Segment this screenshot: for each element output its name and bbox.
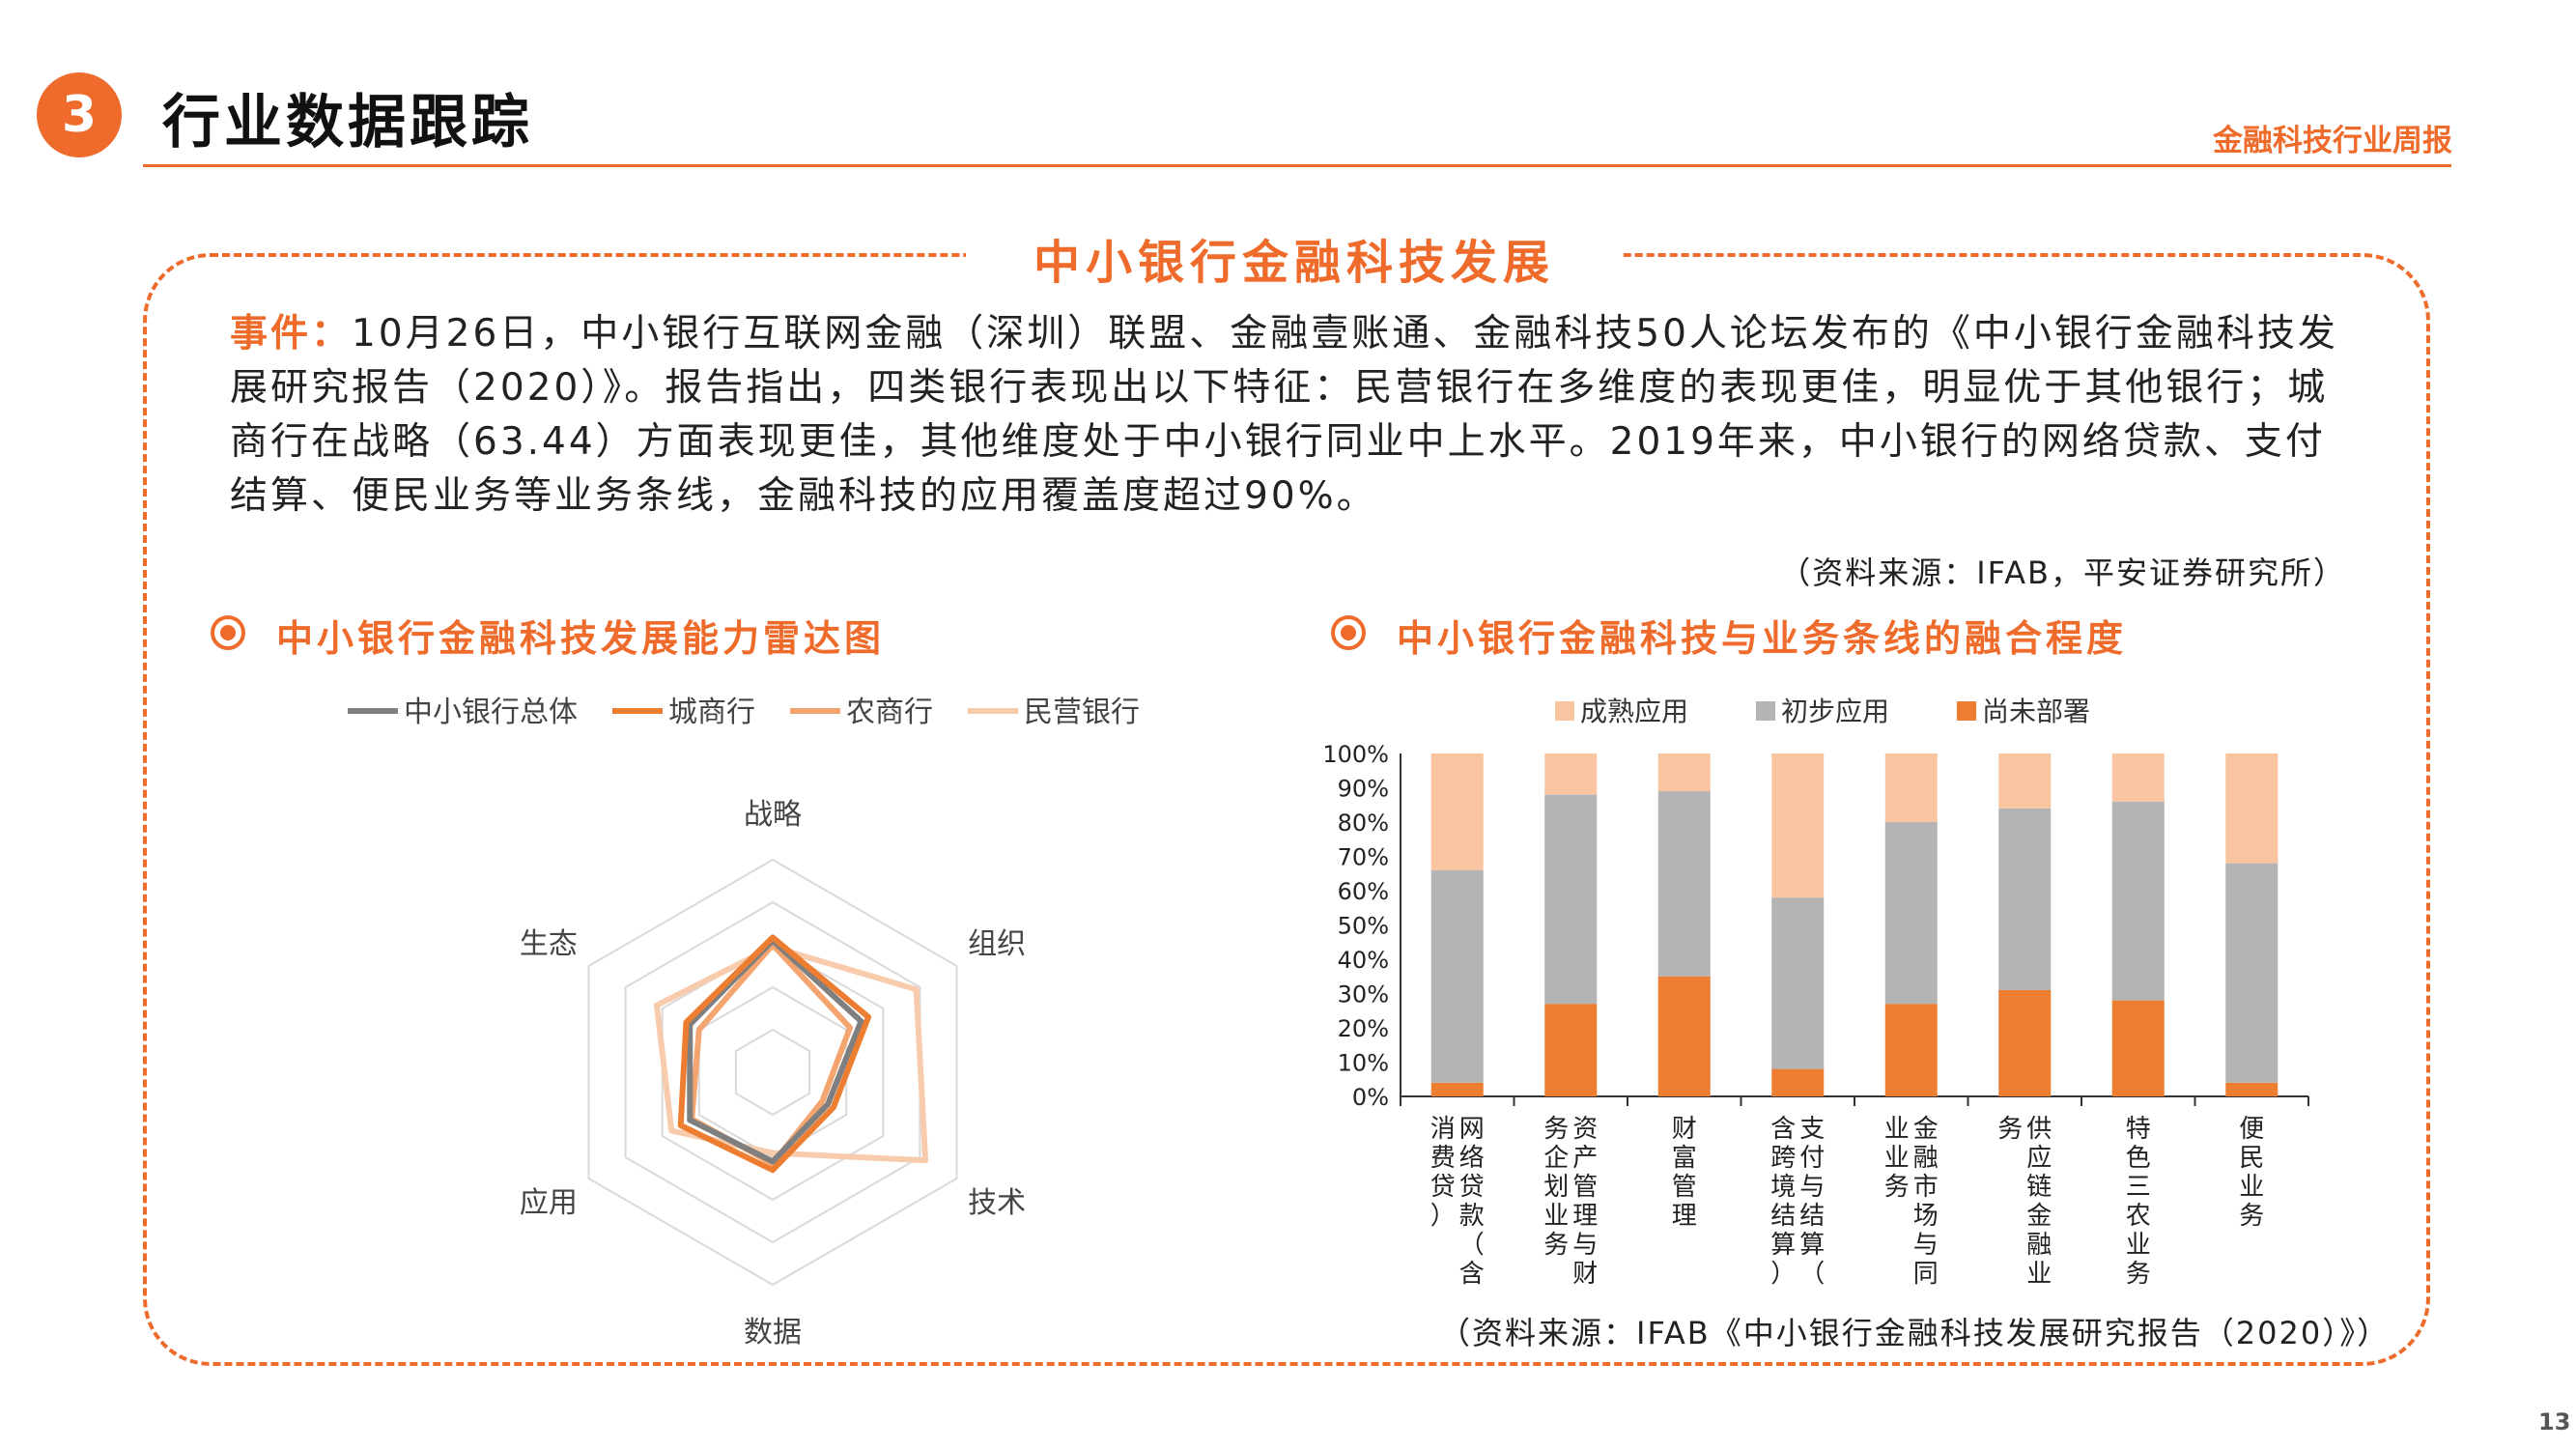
bar-segment [1998,808,2052,990]
bar-segment [2225,863,2279,1083]
section-title: 行业数据跟踪 [162,89,533,156]
bar-segment [1998,753,2052,809]
bar-category-label: 便民业务 [2239,1115,2264,1231]
bar-segment [2111,753,2165,802]
bar-segment [1657,791,1711,977]
bar-category-label: 网络贷款（含消费贷） [1430,1115,1485,1289]
bar-segment [1430,1082,1484,1096]
radar-grid-ring [734,1028,811,1117]
target-circle-icon [211,615,245,650]
radar-grid-ring [587,858,958,1287]
bar-legend-item: 成熟应用 [1555,696,1688,727]
bar-segment [1771,1068,1825,1096]
radar-legend-label: 民营银行 [1024,696,1140,729]
bar-segment [1430,869,1484,1083]
report-name: 金融科技行业周报 [2213,124,2452,158]
bar-segment [1771,897,1825,1069]
radar-series-line [677,934,872,1174]
bar-segment [2111,1000,2165,1096]
radar-grid-ring [697,985,848,1159]
bar-category-label: 金融市场与同业业务 [1884,1115,1939,1289]
source-note-top: （资料来源：IFAB，平安证券研究所） [1779,554,2346,591]
bar-y-tick-label: 50% [1338,913,1389,940]
bar-segment [1657,976,1711,1096]
bar-segment [1771,753,1825,898]
panel-title-mask [966,224,1623,290]
radar-legend-label: 中小银行总体 [404,696,578,729]
radar-legend-item: 中小银行总体 [348,696,578,729]
bar-category-label: 支付与结算（含跨境结算） [1770,1115,1825,1289]
page-number: 13 [2538,1408,2571,1435]
section-number-badge: 3 [37,72,122,157]
bar-segment [1884,822,1938,1005]
radar-grid-ring [624,900,921,1244]
bar-y-tick-label: 0% [1352,1084,1389,1111]
bar-segment [1544,1004,1598,1096]
bar-legend-label: 尚未部署 [1982,696,2090,727]
bar-category-label: 供应链金融业务 [1997,1115,2052,1289]
bar-segment [1884,1004,1938,1096]
bar-legend-item: 初步应用 [1756,696,1889,727]
bar-category-label: 资产管理与财务企划业务 [1543,1115,1598,1289]
radar-axis-label: 应用 [520,1186,578,1220]
bar-legend-swatch [1957,701,1976,721]
panel-title: 中小银行金融科技发展 [1033,236,1555,290]
bar-segment [1430,753,1484,870]
radar-legend-item: 农商行 [790,696,933,729]
event-paragraph: 事件：10月26日，中小银行互联网金融（深圳）联盟、金融壹账通、金融科技50人论… [230,307,2345,524]
radar-axis-label: 生态 [520,927,578,961]
target-circle-icon [1331,615,1366,650]
bar-segment [2225,753,2279,864]
bar-segment [1544,753,1598,795]
bar-segment [1657,753,1711,792]
bar-segment [2111,801,2165,1001]
bar-segment [2225,1082,2279,1096]
bar-legend-label: 初步应用 [1781,696,1889,727]
bar-y-tick-label: 90% [1338,776,1389,803]
radar-legend-label: 城商行 [668,696,755,729]
bar-chart-title: 中小银行金融科技与业务条线的融合程度 [1397,617,2128,660]
bar-y-tick-label: 80% [1338,810,1389,837]
radar-axis-label: 战略 [744,798,802,832]
bar-y-tick-label: 20% [1338,1015,1389,1042]
source-note-bottom: （资料来源：IFAB《中小银行金融科技发展研究报告（2020）》） [1439,1315,2391,1351]
bar-segment [1998,989,2052,1096]
bar-category-label: 财富管理 [1672,1115,1697,1231]
radar-chart-title: 中小银行金融科技发展能力雷达图 [276,617,886,660]
radar-axis-label: 组织 [968,927,1026,961]
radar-legend-label: 农商行 [846,696,933,729]
bar-y-tick-label: 40% [1338,947,1389,974]
radar-series-line [687,937,864,1165]
bar-legend-swatch [1756,701,1775,721]
radar-legend-item: 城商行 [612,696,755,729]
bar-segment [1544,794,1598,1005]
bar-y-tick-label: 100% [1322,741,1389,768]
bar-legend-item: 尚未部署 [1957,696,2090,727]
header-divider [143,164,2451,167]
bar-y-tick-label: 10% [1338,1050,1389,1077]
section-number: 3 [61,86,98,144]
radar-grid-ring [661,943,885,1202]
radar-series-line [653,944,929,1164]
bar-y-tick-label: 30% [1338,981,1389,1009]
event-text: 10月26日，中小银行互联网金融（深圳）联盟、金融壹账通、金融科技50人论坛发布… [230,312,2338,518]
radar-axis-label: 技术 [968,1186,1026,1220]
radar-axis-label: 数据 [744,1316,802,1350]
event-label: 事件： [230,312,353,355]
bar-legend-label: 成熟应用 [1580,696,1688,727]
bar-y-tick-label: 70% [1338,844,1389,871]
bar-segment [1884,753,1938,822]
stacked-bar-chart: 成熟应用 初步应用 尚未部署 0% 10% 20% 30% 40% 50% 60% 70% 80% 90… [1322,696,2309,1289]
bar-category-label: 特色三农业务 [2126,1115,2151,1289]
bar-y-tick-label: 60% [1338,878,1389,905]
bar-legend-swatch [1555,701,1574,721]
radar-legend-item: 民营银行 [968,696,1140,729]
